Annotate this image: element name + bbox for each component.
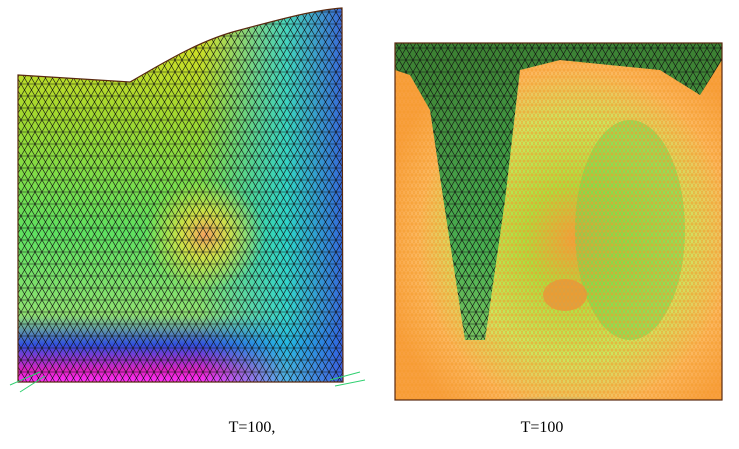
caption: T=100 [521,419,564,436]
caption: T=100, [229,419,276,436]
mesh [18,8,343,382]
field-fill [395,360,722,400]
right-panel [395,43,722,400]
arrows [9,371,366,393]
left-panel [18,8,343,382]
right-boundary [394,42,723,401]
mesh [395,43,722,340]
left-boundary [17,7,344,383]
